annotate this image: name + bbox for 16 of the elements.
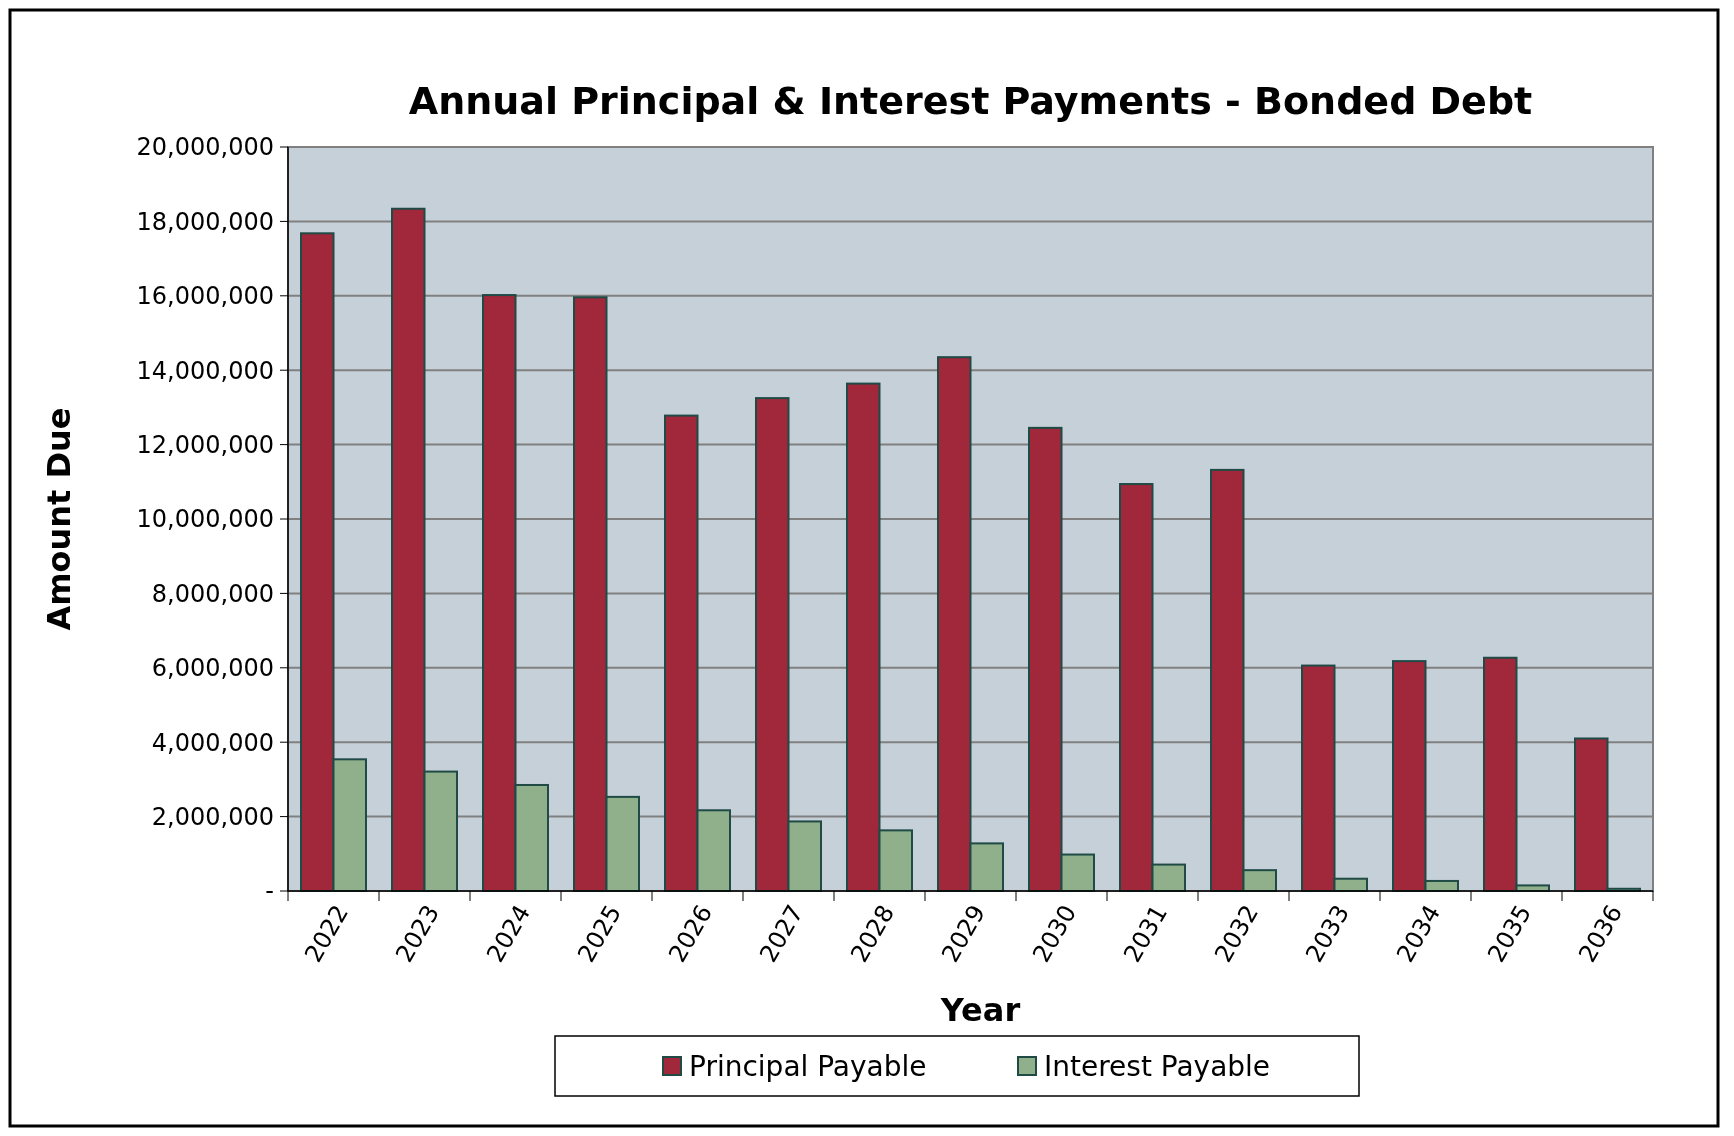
y-tick-label: 14,000,000 <box>136 356 274 385</box>
y-axis-title: Amount Due <box>40 407 78 631</box>
legend-label: Interest Payable <box>1044 1049 1271 1083</box>
y-tick-label: 20,000,000 <box>136 133 274 162</box>
y-tick-label: 12,000,000 <box>136 431 274 459</box>
y-tick-label: 4,000,000 <box>151 728 274 757</box>
legend-label: Principal Payable <box>689 1049 927 1083</box>
y-tick-label: 18,000,000 <box>136 207 274 236</box>
y-tick-label: 8,000,000 <box>151 579 274 608</box>
y-tick-label: 2,000,000 <box>151 803 274 831</box>
y-tick-label: 6,000,000 <box>151 654 274 683</box>
y-tick-label: 10,000,000 <box>136 505 274 534</box>
chart-title: Annual Principal & Interest Payments - Bonded Debt <box>408 79 1533 123</box>
y-tick-label: 16,000,000 <box>136 282 274 311</box>
x-axis-title: Year <box>939 991 1021 1029</box>
y-tick-label: - <box>265 877 274 906</box>
